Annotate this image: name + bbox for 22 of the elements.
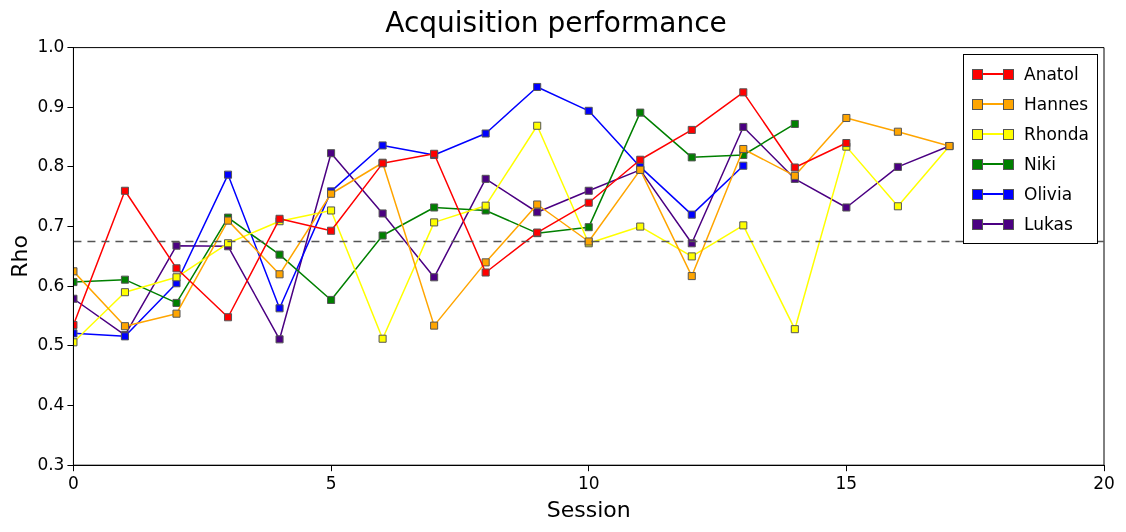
- legend-label: Rhonda: [1024, 122, 1089, 146]
- y-tick-label: 0.9: [37, 95, 65, 116]
- legend-label: Niki: [1024, 152, 1057, 176]
- y-axis-title: Rho: [6, 235, 32, 278]
- legend-label: Hannes: [1024, 92, 1089, 116]
- legend-label: Anatol: [1024, 62, 1079, 86]
- legend-label: Lukas: [1024, 212, 1073, 236]
- x-tick-label: 10: [577, 472, 600, 493]
- x-tick-label: 0: [68, 472, 79, 493]
- x-tick-label: 15: [835, 472, 858, 493]
- y-tick-label: 0.3: [37, 453, 65, 474]
- x-axis-title: Session: [546, 496, 631, 522]
- y-tick-label: 0.4: [37, 393, 65, 414]
- y-tick-label: 0.6: [37, 274, 65, 295]
- y-tick-label: 1.0: [37, 36, 65, 57]
- chart-title: Acquisition performance: [385, 6, 727, 40]
- x-tick-label: 20: [1093, 472, 1115, 493]
- legend-label: Olivia: [1024, 182, 1073, 206]
- y-tick-label: 0.5: [37, 334, 65, 355]
- x-tick-label: 5: [325, 472, 337, 493]
- y-tick-label: 0.7: [37, 214, 65, 235]
- y-tick-label: 0.8: [37, 155, 65, 176]
